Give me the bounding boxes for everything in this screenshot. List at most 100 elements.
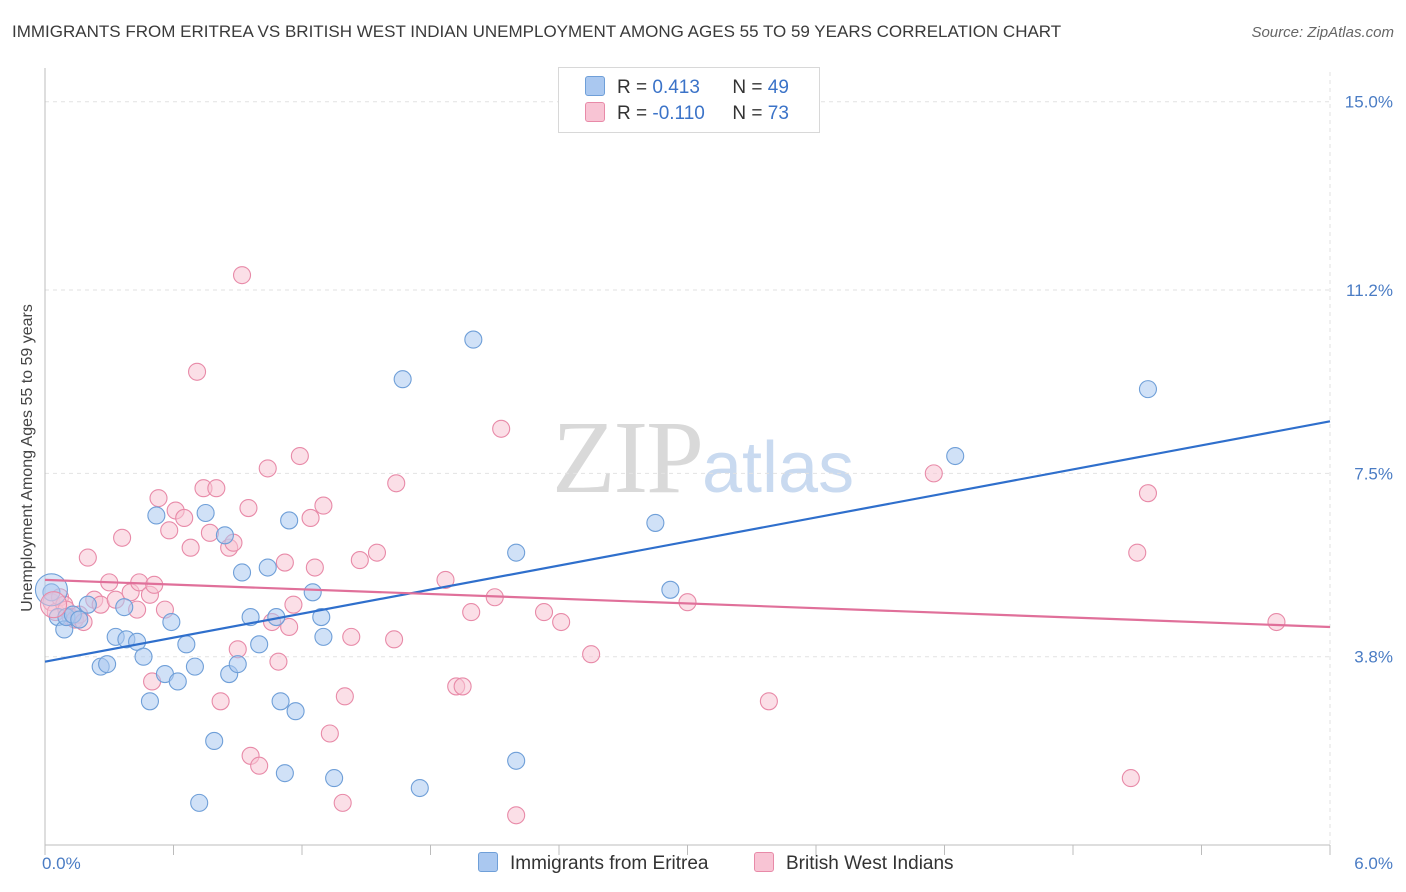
eritrea-point [464,330,483,349]
bwi-point [280,617,299,637]
bwi-point [453,677,472,696]
eritrea-point [196,503,215,523]
eritrea-point [168,672,187,691]
legend-n-value: 49 [767,77,789,98]
bwi-point [1138,484,1158,503]
trend-lines [44,420,1331,663]
bwi-point [305,558,324,577]
eritrea-point [228,655,247,674]
correlation-legend: R = 0.413 N = 49 R = -0.110 N = 73 [558,67,820,133]
legend-row-bwi: R = -0.110 N = 73 [585,102,789,126]
bwi-point [207,479,226,498]
bwi-point [258,459,277,478]
y-tick-label: 3.8% [1354,648,1393,667]
bwi-point [78,548,97,567]
bwi-point [200,523,219,542]
bwi-point [301,508,320,528]
bwi-point [367,543,387,562]
bwi-point [269,652,288,671]
legend-r-value: 0.413 [652,77,700,98]
bwi-point [1267,612,1286,632]
eritrea-point [286,702,305,721]
eritrea-trend-line [44,420,1331,663]
eritrea-point [140,692,159,711]
legend-n-label: N = [732,103,768,124]
bwi-point [335,687,354,706]
watermark: ZIPatlas [552,398,854,517]
bwi-point [320,724,339,743]
bwi-point [284,595,303,614]
eritrea-point [205,731,224,750]
bwi-point [314,496,333,515]
eritrea-point [393,370,412,389]
bwi-point [250,756,269,775]
x-tick-labels: 0.0% 6.0% [42,854,1393,873]
eritrea-point [661,580,680,599]
eritrea-point [177,635,196,654]
eritrea-point [134,647,153,666]
chart-title: IMMIGRANTS FROM ERITREA VS BRITISH WEST … [12,22,1062,41]
bwi-point [385,630,404,649]
x-tick-label: 0.0% [42,854,81,873]
bwi-point [387,474,406,493]
bwi-point [239,499,258,518]
eritrea-point [258,558,277,577]
eritrea-point [507,543,526,562]
bottom-legend-eritrea: Immigrants from Eritrea [478,852,708,875]
bwi-point [40,591,68,619]
bwi-point [462,603,481,622]
eritrea-point [410,778,429,798]
legend-r-label: R = [617,77,653,98]
eritrea-point [325,769,344,788]
bwi-point [534,603,554,622]
eritrea-point [646,513,665,532]
watermark-zip: ZIP [552,400,704,515]
bwi-point [188,362,207,381]
bwi-point [507,806,526,825]
bwi-point [436,570,455,589]
bwi-point [149,489,168,508]
bwi-point [1128,543,1147,562]
bwi-point [275,553,294,572]
eritrea-point [98,655,117,674]
eritrea-point [115,598,134,617]
legend-r-value: -0.110 [652,103,705,124]
legend-n-label: N = [732,77,768,98]
bwi-point [113,528,132,547]
eritrea-point [312,608,331,627]
bwi-point [350,551,369,570]
bwi-point [175,508,194,528]
eritrea-point [232,563,252,582]
axes [44,68,1331,855]
bwi-point [759,692,778,711]
bottom-legend-label: British West Indians [786,853,954,874]
bwi-point [232,266,252,285]
bwi-point [160,521,179,540]
bottom-legend-swatch-eritrea [478,852,498,872]
eritrea-point [185,657,204,676]
bwi-point [1121,769,1140,788]
data-points [34,266,1286,825]
eritrea-point [70,610,89,629]
bwi-point [290,446,309,466]
y-tick-label: 11.2% [1346,281,1393,300]
eritrea-point [1138,380,1158,399]
bottom-legend-bwi: British West Indians [754,852,954,875]
bwi-point [342,627,361,646]
eritrea-point [190,793,209,812]
eritrea-point [314,627,333,646]
eritrea-point [147,506,166,525]
bwi-point [211,692,230,711]
bwi-point [492,419,511,438]
eritrea-point [275,764,294,783]
eritrea-point [250,635,269,654]
source-label: Source: ZipAtlas.com [1251,24,1394,41]
bwi-point [582,645,601,664]
eritrea-point [162,612,181,632]
eritrea-point [303,583,322,602]
y-tick-labels: 3.8% 7.5% 11.2% 15.0% [1345,93,1393,667]
bottom-legend-label: Immigrants from Eritrea [510,853,709,874]
bwi-point [924,464,943,483]
y-tick-label: 15.0% [1345,93,1393,112]
